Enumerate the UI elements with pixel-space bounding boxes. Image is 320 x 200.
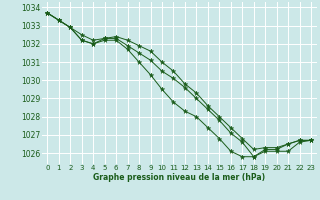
X-axis label: Graphe pression niveau de la mer (hPa): Graphe pression niveau de la mer (hPa) <box>93 173 265 182</box>
